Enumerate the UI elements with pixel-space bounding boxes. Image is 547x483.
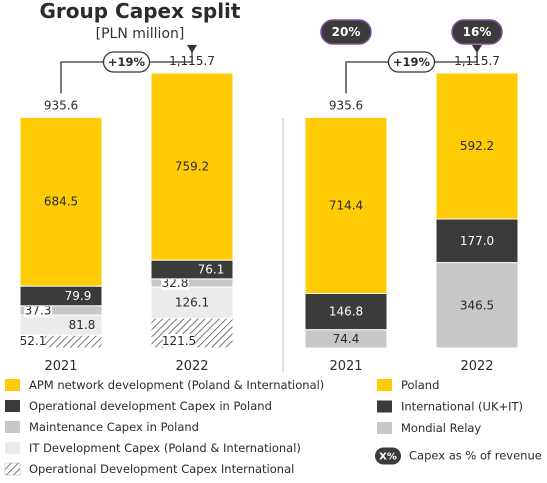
chart-title: Group Capex split: [40, 0, 241, 23]
growth-badge: [102, 51, 151, 73]
growth-label: +19%: [108, 55, 146, 69]
legend-swatch: [5, 442, 20, 454]
legend-swatch: [5, 421, 20, 433]
x-tick-label: 2021: [44, 359, 77, 374]
legend-label: International (UK+IT): [401, 400, 523, 414]
legend-label: Maintenance Capex in Poland: [29, 420, 199, 434]
legend-item: X% Capex as % of revenue: [375, 447, 542, 465]
legend-badge-text: X%: [379, 452, 397, 463]
data-label: 684.5: [44, 195, 78, 209]
x-tick-label: 2021: [329, 359, 362, 374]
label-bg: [163, 334, 195, 348]
legend-label: Poland: [401, 378, 439, 392]
data-label: 37.3: [25, 303, 52, 317]
bar-segment: [19, 116, 103, 287]
data-label: 146.8: [329, 305, 363, 319]
data-label: 81.8: [69, 318, 96, 332]
chart-panel-1: 52.1 81.8 37.3 79.9 684.5 935.6 2021 121.5 126.1…: [19, 44, 234, 374]
label-bg: [21, 334, 45, 348]
legend-label: IT Development Capex (Poland & Internati…: [29, 441, 301, 455]
capex-pct-badge: [451, 19, 503, 45]
legend-label: Operational Development Capex Internatio…: [29, 462, 294, 476]
bar-segment: [435, 218, 519, 264]
data-label: 177.0: [460, 234, 494, 248]
data-label: 592.2: [460, 139, 494, 153]
legend-label: Operational development Capex in Poland: [29, 399, 272, 413]
bar-segment: [150, 72, 234, 261]
legend-item: Poland: [377, 378, 439, 392]
total-label: 935.6: [44, 98, 78, 112]
x-tick-label: 2022: [460, 359, 493, 374]
legend-item: IT Development Capex (Poland & Internati…: [5, 441, 301, 455]
legend-swatch: [5, 400, 20, 412]
legend-swatch: [5, 379, 20, 391]
bar-segment: [435, 262, 519, 349]
bar-segment: [435, 72, 519, 220]
bar-segment: [150, 286, 234, 319]
legend-item: Operational development Capex in Poland: [5, 399, 272, 413]
total-label: 935.6: [329, 98, 363, 112]
capex-pct-label: 20%: [332, 25, 361, 39]
data-label: 32.8: [162, 276, 189, 290]
legend-swatch: [377, 379, 392, 391]
data-label: 79.9: [65, 289, 92, 303]
growth-arrowhead: [472, 44, 482, 53]
data-label: 52.1: [20, 334, 47, 348]
growth-badge: [387, 51, 436, 73]
legend-item: International (UK+IT): [377, 400, 523, 414]
data-label: 121.5: [162, 334, 196, 348]
legend-label: Capex as % of revenue: [409, 449, 542, 463]
label-bg: [24, 303, 52, 318]
growth-label: +19%: [393, 55, 431, 69]
data-label: 714.4: [329, 198, 363, 212]
legend-swatch: [377, 400, 392, 413]
data-label: 759.2: [175, 160, 209, 174]
label-bg: [161, 275, 189, 290]
data-label: 76.1: [198, 263, 225, 277]
chart-subtitle: [PLN million]: [96, 26, 185, 42]
legend-item: APM network development (Poland & Intern…: [5, 378, 324, 392]
legend-swatch: [4, 462, 21, 476]
data-label: 126.1: [175, 296, 209, 310]
legend-item: Maintenance Capex in Poland: [5, 420, 199, 434]
legend-item: Mondial Relay: [377, 421, 481, 435]
capex-pct-label: 16%: [463, 25, 492, 39]
legend-swatch: [377, 422, 392, 434]
data-label: 74.4: [333, 332, 360, 346]
capex-pct-badge: [320, 19, 372, 45]
growth-arrowhead: [187, 44, 197, 53]
legend-item: Operational Development Capex Internatio…: [4, 462, 294, 476]
legend-label: Mondial Relay: [401, 421, 481, 435]
chart-panel-2: 74.4 146.8 714.4 935.6 2021 20% 346.5 177.0 592.…: [304, 19, 519, 374]
legend-label: APM network development (Poland & Intern…: [29, 378, 324, 392]
x-tick-label: 2022: [175, 359, 208, 374]
bar-segment: [304, 116, 388, 294]
data-label: 346.5: [460, 298, 494, 312]
legend-badge-swatch: [375, 447, 401, 465]
